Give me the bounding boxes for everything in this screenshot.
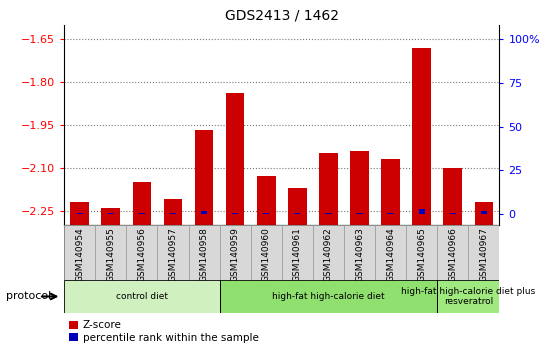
Text: GDS2413 / 1462: GDS2413 / 1462 [225,9,339,23]
Text: GSM140966: GSM140966 [448,228,457,282]
Bar [189,225,220,280]
Text: GSM140956: GSM140956 [137,228,146,282]
Text: GSM140955: GSM140955 [107,228,116,282]
Bar [251,225,282,280]
Bar [163,199,182,225]
Text: GSM140964: GSM140964 [386,228,395,282]
Text: GSM140957: GSM140957 [169,228,177,282]
Bar [226,93,244,225]
Text: GSM140959: GSM140959 [230,228,239,282]
Bar [381,159,400,225]
Text: GSM140961: GSM140961 [293,228,302,282]
Bar [481,211,487,214]
Bar [282,225,313,280]
Bar [294,212,300,214]
Bar [220,225,251,280]
Bar [126,225,157,280]
Text: GSM140954: GSM140954 [75,228,84,282]
Bar [232,212,238,214]
Text: high-fat high-calorie diet plus
resveratrol: high-fat high-calorie diet plus resverat… [401,287,536,306]
Bar [133,182,151,225]
Bar [357,212,363,214]
Bar [444,168,462,225]
Bar [437,280,499,313]
Text: protocol: protocol [6,291,51,302]
Text: control diet: control diet [116,292,168,301]
Bar [375,225,406,280]
Bar [195,131,213,225]
Legend: Z-score, percentile rank within the sample: Z-score, percentile rank within the samp… [69,320,259,343]
Bar [288,188,307,225]
Bar [157,225,189,280]
Bar [95,225,126,280]
Bar [387,212,394,214]
Bar [418,209,425,214]
Bar [313,225,344,280]
Bar [263,212,270,214]
Bar [474,202,493,225]
Bar [220,280,437,313]
Bar [257,176,276,225]
Bar [319,153,338,225]
Bar [201,211,207,214]
Bar [139,212,145,214]
Bar [64,225,95,280]
Text: GSM140958: GSM140958 [200,228,209,282]
Bar [350,150,369,225]
Text: GSM140962: GSM140962 [324,228,333,282]
Text: GSM140967: GSM140967 [479,228,488,282]
Bar [437,225,468,280]
Bar [70,202,89,225]
Bar [450,212,456,214]
Bar [406,225,437,280]
Bar [468,225,499,280]
Text: high-fat high-calorie diet: high-fat high-calorie diet [272,292,384,301]
Text: GSM140965: GSM140965 [417,228,426,282]
Bar [412,48,431,225]
Bar [102,208,120,225]
Bar [108,212,114,214]
Text: GSM140963: GSM140963 [355,228,364,282]
Bar [325,212,331,214]
Bar [64,280,220,313]
Bar [170,212,176,214]
Text: GSM140960: GSM140960 [262,228,271,282]
Bar [344,225,375,280]
Bar [76,212,83,214]
